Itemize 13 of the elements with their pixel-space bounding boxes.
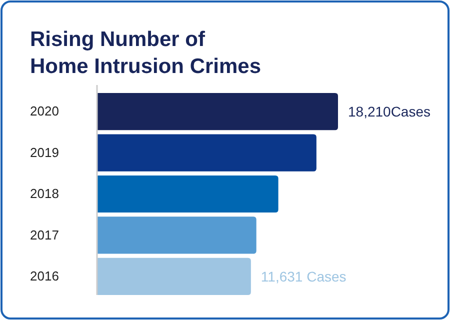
y-tick-label: 2017 xyxy=(30,227,59,242)
data-label: 18,210Cases xyxy=(348,103,431,120)
bar xyxy=(97,258,251,295)
y-tick-label: 2016 xyxy=(30,268,59,284)
data-label: 11,631 Cases xyxy=(260,268,346,284)
bar xyxy=(97,134,316,172)
bar xyxy=(97,175,278,213)
y-tick-label: 2020 xyxy=(30,104,59,119)
bar xyxy=(97,93,338,130)
bar xyxy=(97,216,256,254)
chart-title: Rising Number of Home Intrusion Crimes xyxy=(30,28,262,78)
y-tick-label: 2018 xyxy=(30,186,59,202)
y-tick-label: 2019 xyxy=(30,144,59,160)
